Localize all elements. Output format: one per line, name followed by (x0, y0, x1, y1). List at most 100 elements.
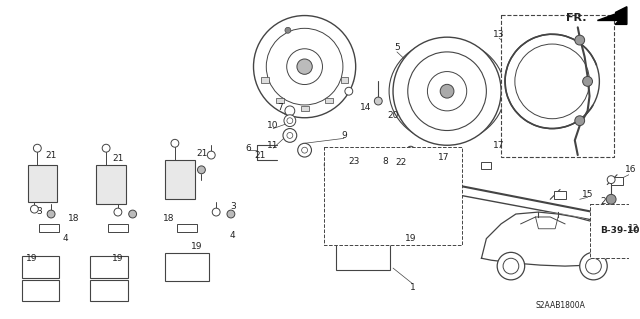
Bar (177, 224, 196, 232)
Bar (39, 224, 59, 232)
Text: 14: 14 (360, 103, 371, 112)
Circle shape (428, 71, 467, 111)
Bar (481, 162, 492, 169)
Circle shape (582, 77, 593, 86)
Bar (108, 224, 128, 232)
Circle shape (374, 97, 382, 105)
Circle shape (102, 144, 110, 152)
Bar (90, 280, 128, 301)
Circle shape (586, 258, 602, 274)
Text: 19: 19 (26, 254, 37, 263)
Text: B-39-10: B-39-10 (600, 226, 640, 235)
Circle shape (47, 210, 55, 218)
Circle shape (287, 132, 293, 138)
Text: 21: 21 (45, 151, 57, 160)
Circle shape (440, 84, 454, 98)
Text: 4: 4 (63, 234, 68, 243)
Circle shape (212, 208, 220, 216)
Bar (344, 155, 375, 197)
Circle shape (575, 116, 584, 126)
Bar (325, 98, 333, 103)
Text: 13: 13 (493, 30, 505, 39)
Bar (22, 280, 59, 301)
Circle shape (285, 106, 295, 116)
Text: 4: 4 (230, 231, 236, 240)
Bar (165, 160, 195, 199)
Circle shape (284, 115, 296, 127)
Text: 9: 9 (341, 131, 347, 140)
Bar (276, 98, 284, 103)
Text: FR.: FR. (566, 12, 587, 23)
Text: 21: 21 (255, 151, 266, 160)
Circle shape (297, 59, 312, 74)
Circle shape (503, 258, 519, 274)
Circle shape (171, 139, 179, 147)
Circle shape (575, 35, 584, 45)
Circle shape (285, 27, 291, 33)
Circle shape (301, 147, 308, 153)
Circle shape (198, 166, 205, 174)
Text: 21: 21 (112, 153, 124, 162)
Text: 15: 15 (582, 190, 593, 199)
Text: S2AAB1800A: S2AAB1800A (535, 301, 585, 310)
Circle shape (345, 87, 353, 95)
Bar (554, 191, 566, 199)
Circle shape (31, 205, 38, 213)
Bar (437, 165, 447, 172)
Bar (336, 239, 390, 270)
Circle shape (227, 210, 235, 218)
Text: 19: 19 (112, 254, 124, 263)
Text: 6: 6 (246, 144, 252, 153)
Circle shape (407, 146, 415, 154)
Circle shape (505, 34, 600, 129)
Text: 18: 18 (163, 214, 175, 223)
Circle shape (324, 160, 334, 170)
Bar (611, 177, 623, 185)
Circle shape (266, 28, 343, 105)
Circle shape (287, 49, 323, 85)
Circle shape (408, 52, 486, 130)
Text: 17: 17 (438, 152, 450, 161)
Bar (301, 106, 308, 112)
Text: 5: 5 (394, 43, 400, 53)
Circle shape (129, 210, 136, 218)
Text: 8: 8 (382, 158, 388, 167)
Text: 19: 19 (405, 234, 417, 243)
Circle shape (207, 151, 215, 159)
Circle shape (497, 252, 525, 280)
Bar (589, 204, 640, 258)
Circle shape (580, 252, 607, 280)
Bar (96, 165, 126, 204)
Circle shape (253, 16, 356, 118)
Text: 17: 17 (493, 141, 505, 150)
Text: 10: 10 (268, 121, 279, 130)
Circle shape (354, 161, 365, 173)
Bar (90, 256, 128, 278)
Bar (22, 256, 59, 278)
Text: 7: 7 (277, 103, 283, 112)
Ellipse shape (389, 40, 505, 143)
Circle shape (298, 143, 312, 157)
Bar (165, 253, 209, 281)
Circle shape (515, 44, 589, 119)
Text: 20: 20 (387, 111, 399, 120)
Circle shape (287, 118, 293, 124)
Text: 23: 23 (348, 158, 360, 167)
Text: 21: 21 (196, 149, 208, 158)
Text: 19: 19 (191, 242, 202, 251)
Text: 18: 18 (68, 214, 79, 223)
Circle shape (114, 208, 122, 216)
Circle shape (283, 129, 297, 142)
Bar (501, 15, 614, 157)
Bar (28, 165, 57, 202)
Bar (324, 147, 462, 246)
Circle shape (393, 37, 501, 145)
Text: 22: 22 (396, 159, 406, 167)
Circle shape (607, 176, 615, 183)
Text: 16: 16 (625, 165, 637, 174)
Bar (340, 77, 348, 83)
Text: 2: 2 (600, 197, 606, 206)
Text: 3: 3 (230, 202, 236, 211)
Circle shape (33, 144, 41, 152)
Text: 3: 3 (36, 207, 42, 216)
